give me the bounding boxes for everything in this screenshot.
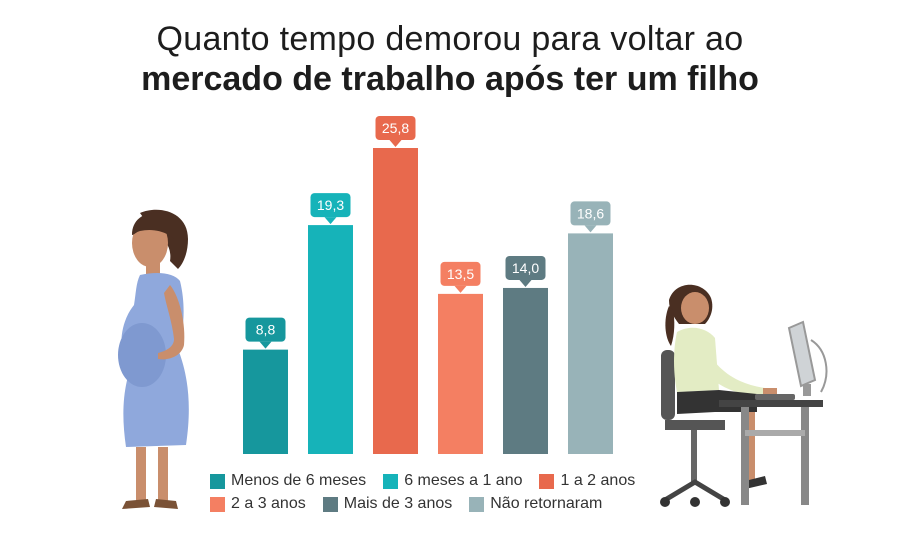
legend-swatch: [210, 496, 225, 512]
legend-label: Menos de 6 meses: [231, 472, 367, 489]
value-bubble-pointer: [389, 140, 402, 147]
value-label: 13,5: [447, 266, 474, 282]
value-bubble-pointer: [259, 341, 272, 349]
woman-at-computer-icon: [660, 284, 828, 507]
pregnant-woman-icon: [118, 209, 189, 509]
legend-swatch: [383, 473, 399, 489]
legend-label: 1 a 2 anos: [560, 472, 636, 489]
legend-item: 6 meses a 1 ano: [383, 472, 522, 490]
legend-swatch: [469, 496, 485, 512]
value-bubble-pointer: [519, 279, 532, 287]
value-bubble: [310, 193, 351, 218]
legend-item: 1 a 2 anos: [539, 472, 635, 490]
value-bubble-pointer: [584, 225, 597, 233]
value-label: 18,6: [577, 205, 604, 221]
bar-2: [373, 148, 418, 454]
legend-swatch: [322, 496, 338, 512]
value-bubble-pointer: [324, 217, 337, 225]
value-bubble-pointer: [454, 285, 467, 293]
legend-swatch: [210, 473, 225, 489]
value-label: 14,0: [512, 260, 539, 276]
legend-item: Menos de 6 meses: [210, 472, 366, 490]
legend-label: Mais de 3 anos: [343, 495, 453, 512]
bar-1: [308, 225, 353, 454]
bar-4: [503, 287, 548, 454]
bar-0: [243, 349, 288, 454]
value-bubble: [505, 255, 546, 280]
value-label: 19,3: [317, 197, 344, 213]
value-bubble: [375, 116, 416, 140]
legend-item: Não retornaram: [469, 495, 602, 513]
value-label: 25,8: [382, 120, 409, 136]
legend-label: Não retornaram: [490, 495, 603, 512]
chart-title-line2: mercado de trabalho após ter um filho: [141, 60, 759, 98]
legend-item: 2 a 3 anos: [210, 495, 306, 513]
bar-3: [438, 293, 483, 454]
legend-item: Mais de 3 anos: [322, 495, 453, 513]
bar-5: [568, 233, 613, 454]
legend-label: 2 a 3 anos: [231, 495, 306, 512]
chart-title-line1: Quanto tempo demorou para voltar ao: [156, 20, 744, 58]
value-bubble: [440, 261, 481, 286]
legend-label: 6 meses a 1 ano: [404, 472, 523, 489]
value-label: 8,8: [256, 322, 276, 338]
value-bubble: [245, 317, 286, 342]
value-bubble: [570, 201, 611, 226]
legend: Menos de 6 meses 6 meses a 1 ano 1 a 2 a…: [210, 472, 670, 513]
legend-swatch: [539, 473, 555, 489]
